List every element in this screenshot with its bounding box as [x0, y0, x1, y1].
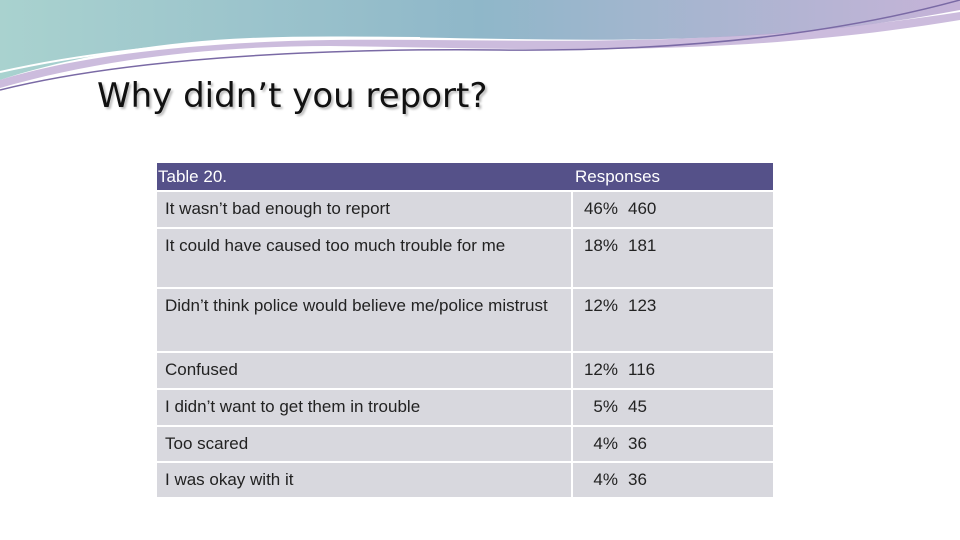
response-count: 116 [628, 360, 656, 379]
response-count: 181 [628, 236, 657, 255]
response-count: 123 [628, 296, 657, 315]
response-percent: 12% [583, 360, 618, 379]
response-cell: 5% 45 [571, 390, 773, 425]
row-label: Confused [165, 360, 238, 379]
response-cell: 18% 181 [571, 229, 773, 287]
table-row: Too scared 4% 36 [157, 427, 773, 461]
table-row: Didn’t think police would believe me/pol… [157, 289, 773, 351]
response-cell: 46% 460 [571, 192, 773, 227]
response-count: 45 [628, 397, 647, 416]
table-row: It could have caused too much trouble fo… [157, 229, 773, 287]
table-header: Table 20. Responses [157, 163, 773, 190]
table: Table 20. Responses It wasn’t bad enough… [157, 163, 773, 499]
response-percent: 46% [583, 199, 618, 218]
response-count: 36 [628, 434, 647, 453]
table-row: Confused 12% 116 [157, 353, 773, 388]
response-cell: 12% 123 [571, 289, 773, 351]
table-row: I was okay with it 4% 36 [157, 463, 773, 497]
response-count: 36 [628, 470, 647, 489]
header-decoration [0, 0, 960, 91]
row-label: I was okay with it [165, 470, 294, 489]
header-cell: Table 20. [158, 167, 227, 186]
slide-title: Why didn’t you report? [97, 76, 488, 116]
table-row: It wasn’t bad enough to report 46% 460 [157, 192, 773, 227]
row-label: I didn’t want to get them in trouble [165, 397, 421, 416]
response-percent: 12% [583, 296, 618, 315]
response-percent: 4% [593, 434, 618, 453]
row-label: Too scared [165, 434, 249, 453]
response-percent: 4% [593, 470, 618, 489]
row-label: It wasn’t bad enough to report [165, 199, 390, 218]
response-count: 460 [628, 199, 657, 218]
header-cell: Responses [575, 167, 661, 186]
response-cell: 4% 36 [571, 427, 773, 461]
table-row: I didn’t want to get them in trouble 5% 45 [157, 390, 773, 425]
row-label: It could have caused too much trouble fo… [165, 236, 506, 255]
row-label: Didn’t think police would believe me/pol… [165, 296, 548, 315]
response-cell: 4% 36 [571, 463, 773, 497]
response-percent: 5% [593, 397, 618, 416]
response-percent: 18% [583, 236, 618, 255]
response-cell: 12% 116 [571, 353, 773, 388]
